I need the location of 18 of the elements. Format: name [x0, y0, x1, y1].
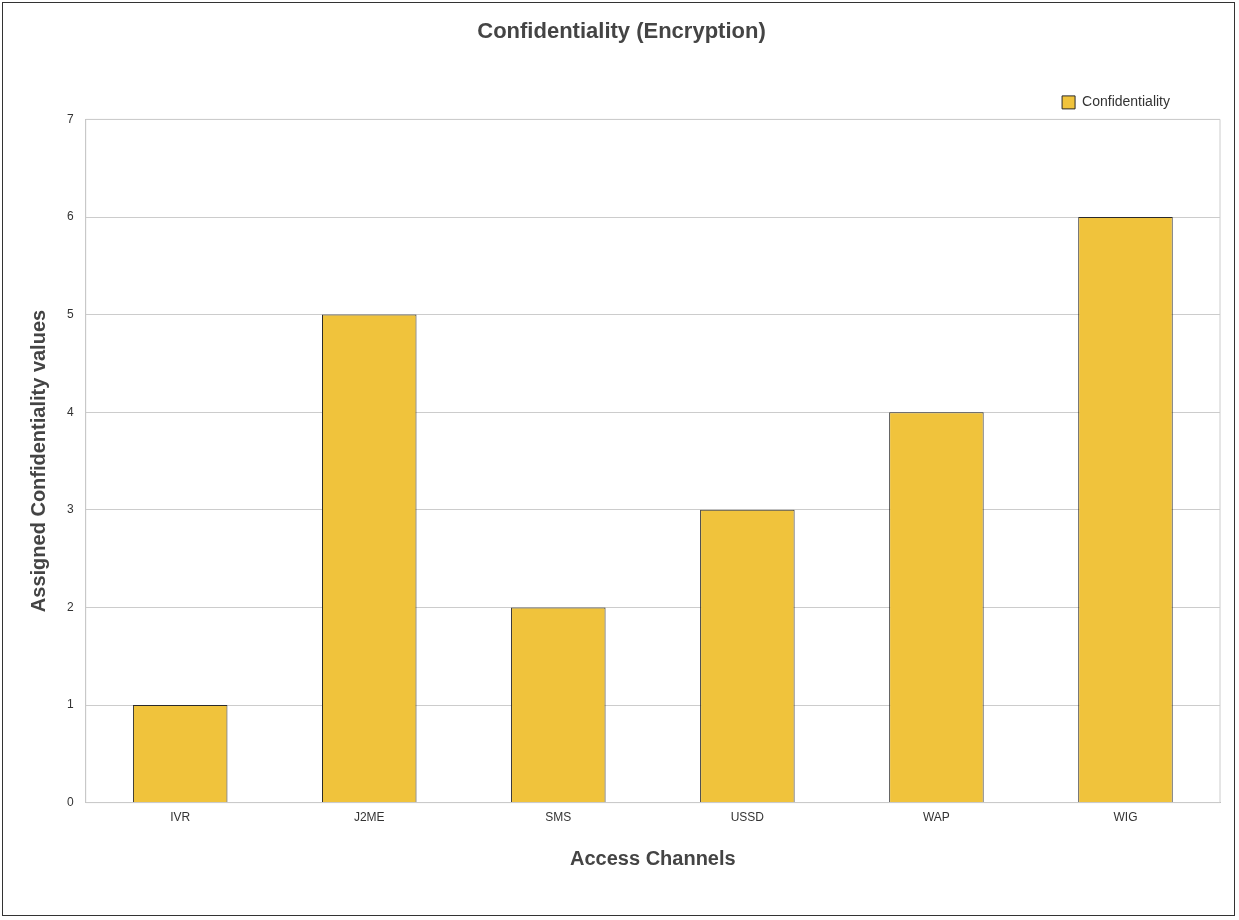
x-tick-label: WIG: [1113, 810, 1138, 825]
y-tick-label: 7: [66, 111, 74, 126]
y-tick-label: 0: [66, 794, 74, 809]
y-tick-label: 6: [66, 209, 74, 224]
legend-label: Confidentiality: [1082, 93, 1170, 110]
x-tick-label: USSD: [730, 810, 765, 825]
y-axis-title: Assigned Confidentiality values: [26, 309, 49, 613]
chart-title: Confidentiality (Encryption): [477, 18, 766, 44]
x-tick-label: WAP: [922, 810, 950, 825]
y-tick-label: 2: [66, 599, 74, 614]
x-axis-title: Access Channels: [570, 846, 736, 869]
x-tick-label: IVR: [170, 810, 191, 825]
y-tick-label: 4: [66, 404, 74, 419]
y-tick-label: 5: [66, 306, 74, 321]
y-tick-label: 3: [66, 502, 74, 517]
x-tick-label: J2ME: [353, 810, 385, 825]
x-tick-label: SMS: [545, 810, 572, 825]
y-tick-label: 1: [66, 697, 74, 712]
